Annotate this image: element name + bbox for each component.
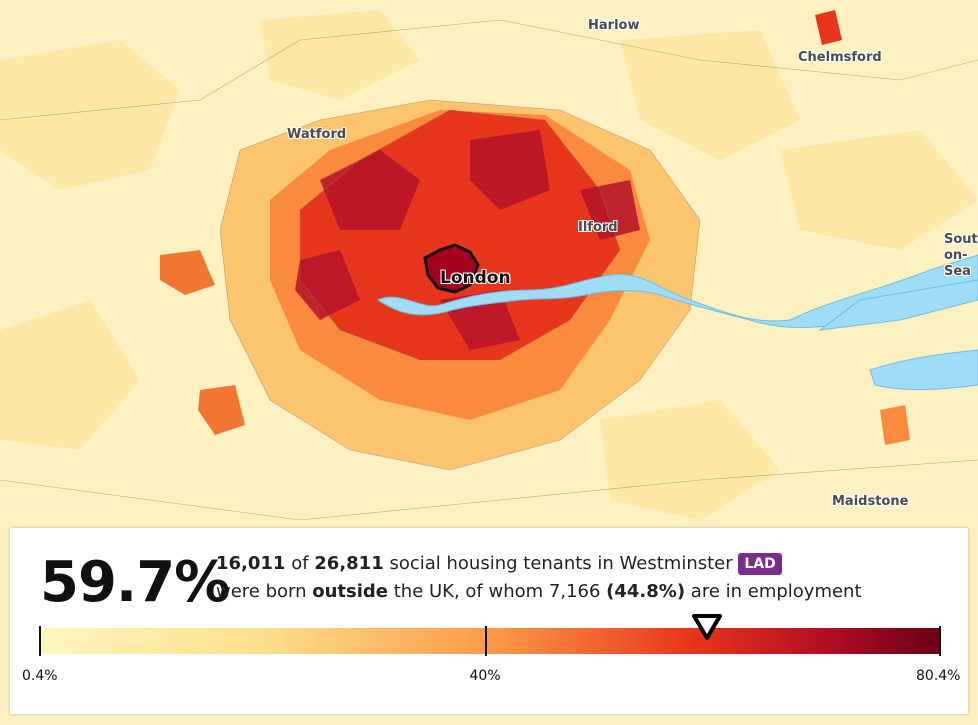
place-label-ilford: Ilford [578, 220, 618, 235]
born-text: were born [216, 581, 313, 602]
scale-max-label: 80.4% [916, 668, 961, 684]
place-label-london: London [440, 268, 511, 288]
scale-tick-min [39, 626, 41, 656]
tenant-count: 16,011 [216, 553, 286, 574]
info-panel: 59.7% 16,011 of 26,811 social housing te… [10, 528, 968, 714]
description-line-1: 16,011 of 26,811 social housing tenants … [216, 550, 862, 578]
place-label-maidstone: Maidstone [832, 494, 909, 509]
employment-suffix: are in employment [685, 581, 862, 602]
tenant-total: 26,811 [314, 553, 384, 574]
outlier-patches [160, 10, 910, 445]
hot-zones [295, 130, 640, 350]
value-marker-icon [692, 614, 723, 640]
description-text: social housing tenants in Westminster [383, 553, 739, 574]
place-label-chelmsford: Chelmsford [798, 50, 882, 65]
place-label-watford: Watford [287, 127, 347, 142]
scale-mid-label: 40% [469, 668, 501, 684]
westminster-outline[interactable] [423, 243, 480, 294]
scale-min-label: 0.4% [22, 668, 58, 684]
description-line-2: were born outside the UK, of whom 7,166 … [216, 578, 862, 606]
lad-badge: LAD [738, 553, 782, 575]
thames-estuary [376, 254, 978, 391]
scale-tick-max [939, 626, 941, 656]
employment-percentage: (44.8%) [606, 581, 686, 602]
outside-emphasis: outside [312, 581, 389, 602]
place-label-southend: Southend-on-Sea [944, 232, 978, 279]
color-scale-bar [40, 628, 940, 654]
outer-zone-patches [0, 10, 978, 520]
description: 16,011 of 26,811 social housing tenants … [216, 550, 862, 606]
of-text: of [285, 553, 315, 574]
employment-text: the UK, of whom 7,166 [388, 581, 607, 602]
place-label-harlow: Harlow [588, 18, 640, 33]
headline-percentage: 59.7% [40, 550, 230, 615]
scale-tick-mid [484, 626, 487, 656]
